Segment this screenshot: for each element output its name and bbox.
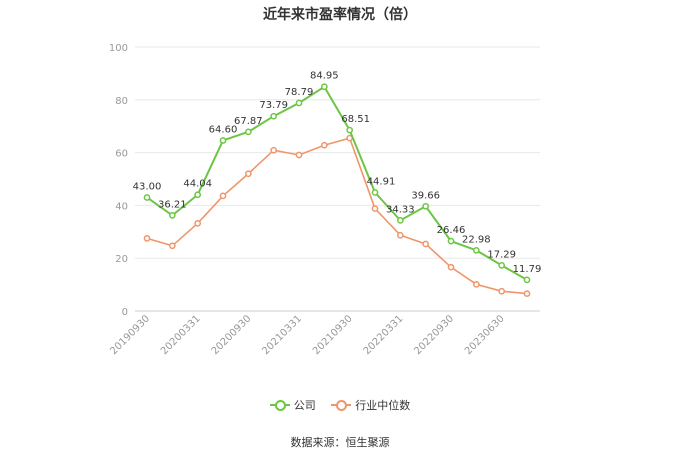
y-tick-label-40: 40 [115, 201, 128, 212]
point-company-2 [194, 191, 202, 199]
point-company-5 [270, 112, 278, 120]
point-industry-13 [472, 280, 480, 288]
data-label-company-7: 84.95 [310, 71, 339, 82]
y-tick-label-100: 100 [109, 43, 128, 54]
data-label-company-15: 11.79 [513, 264, 542, 275]
data-label-company-10: 34.33 [386, 204, 415, 215]
data-label-company-2: 44.04 [183, 179, 212, 190]
data-label-company-12: 26.46 [437, 225, 466, 236]
point-industry-11 [422, 240, 430, 248]
point-company-9 [371, 189, 379, 196]
legend-item-industry[interactable]: 行业中位数 [331, 397, 410, 413]
legend: 公司 行业中位数 [0, 397, 680, 414]
point-industry-1 [168, 242, 176, 250]
point-industry-2 [194, 220, 202, 227]
x-tick-label-20190930: 20190930 [108, 313, 152, 357]
point-company-6 [295, 99, 303, 107]
data-source-note: 数据来源：恒生聚源 [290, 436, 390, 449]
x-tick-label-20230630: 20230630 [463, 313, 507, 357]
data-label-company-5: 73.79 [259, 100, 288, 111]
x-tick-label-20220930: 20220930 [412, 313, 456, 357]
data-label-company-14: 17.29 [487, 249, 516, 260]
point-industry-9 [371, 205, 379, 212]
chart-title: 近年来市盈率情况（倍） [263, 7, 417, 23]
y-tick-label-0: 0 [122, 307, 128, 318]
data-label-company-1: 36.21 [158, 199, 187, 210]
point-company-13 [472, 246, 480, 254]
legend-swatch-company [269, 399, 290, 411]
point-company-11 [422, 202, 430, 210]
data-label-company-8: 68.51 [341, 114, 370, 125]
data-label-company-3: 64.60 [209, 124, 238, 135]
point-industry-0 [143, 235, 151, 242]
legend-label-company: 公司 [293, 399, 316, 412]
y-tick-label-60: 60 [115, 149, 128, 160]
x-tick-label-20200331: 20200331 [159, 313, 203, 357]
point-company-1 [168, 212, 176, 219]
point-company-12 [447, 237, 455, 245]
point-company-3 [219, 137, 227, 144]
point-industry-3 [219, 192, 227, 200]
x-tick-label-20210930: 20210930 [311, 313, 355, 357]
point-company-8 [346, 126, 354, 134]
point-industry-15 [523, 290, 531, 297]
data-label-company-13: 22.98 [462, 234, 491, 245]
point-company-14 [498, 262, 506, 269]
data-label-company-11: 39.66 [411, 190, 440, 201]
data-label-company-9: 44.91 [367, 176, 396, 187]
point-industry-5 [270, 146, 278, 154]
y-tick-label-80: 80 [115, 96, 128, 107]
legend-label-industry: 行业中位数 [355, 399, 411, 412]
x-tick-label-20210331: 20210331 [260, 313, 304, 357]
x-tick-label-20200930: 20200930 [210, 313, 254, 357]
y-tick-label-20: 20 [115, 254, 128, 265]
point-company-10 [396, 217, 404, 224]
series-line-industry-median [146, 137, 528, 295]
point-industry-4 [244, 170, 252, 178]
point-industry-7 [320, 141, 328, 149]
point-company-7 [320, 83, 328, 91]
grid-lines [135, 46, 540, 259]
data-label-company-0: 43.00 [133, 181, 162, 192]
series-line-company [146, 85, 528, 281]
legend-item-company[interactable]: 公司 [269, 397, 316, 413]
point-industry-14 [498, 287, 506, 295]
point-industry-6 [295, 151, 303, 159]
point-company-0 [143, 194, 151, 201]
point-company-15 [523, 276, 531, 284]
point-industry-12 [447, 263, 455, 271]
point-company-4 [244, 128, 252, 136]
data-label-company-4: 67.87 [234, 116, 263, 127]
legend-swatch-industry [331, 399, 352, 411]
point-industry-10 [396, 231, 404, 239]
x-tick-label-20220331: 20220331 [362, 313, 406, 357]
data-label-company-6: 78.79 [285, 87, 314, 98]
series-lines [143, 83, 531, 297]
